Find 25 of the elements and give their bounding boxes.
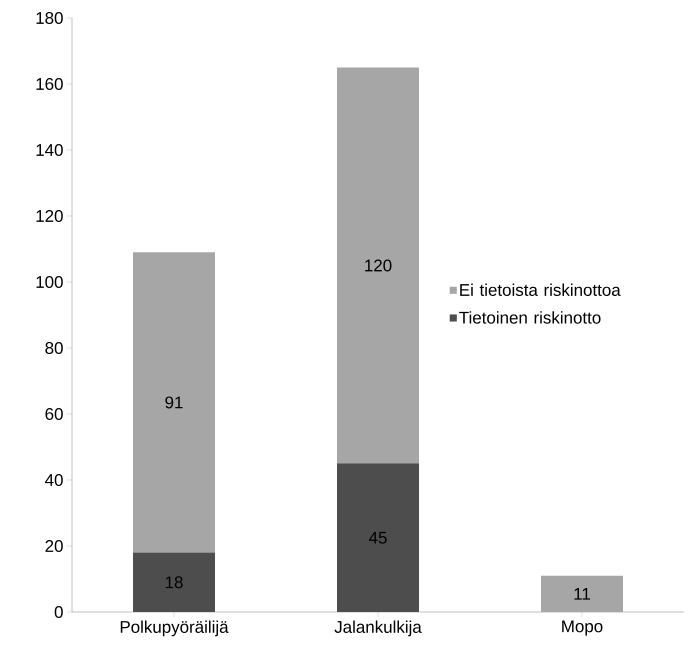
y-tick-label: 80 — [45, 342, 63, 354]
y-tick-label: 100 — [36, 276, 63, 288]
y-tick-label: 180 — [36, 12, 63, 24]
x-tick-label: Mopo — [562, 620, 602, 636]
y-tick-label: 160 — [36, 78, 63, 90]
y-tick-label: 20 — [46, 540, 63, 552]
bar — [541, 576, 624, 612]
data-label: 91 — [165, 396, 183, 408]
y-tick-label: 120 — [36, 210, 63, 222]
data-label: 11 — [574, 588, 590, 600]
bar — [133, 252, 215, 553]
bar — [133, 552, 215, 612]
x-tick-label: Polkupyöräilijä — [120, 620, 229, 636]
data-label: 120 — [365, 260, 392, 272]
legend-label: Tietoinen riskinotto — [459, 311, 601, 324]
data-label: 45 — [368, 532, 387, 544]
data-label: 18 — [166, 576, 183, 588]
y-tick-label: 140 — [36, 144, 63, 156]
y-tick-label: 40 — [45, 474, 63, 486]
bar — [337, 463, 420, 612]
legend-label: Ei tietoista riskinottoa — [460, 284, 621, 296]
y-tick-label: 0 — [54, 606, 63, 618]
bar — [337, 67, 420, 464]
x-tick-label: Jalankulkija — [334, 620, 422, 636]
y-tick-label: 60 — [46, 408, 63, 420]
